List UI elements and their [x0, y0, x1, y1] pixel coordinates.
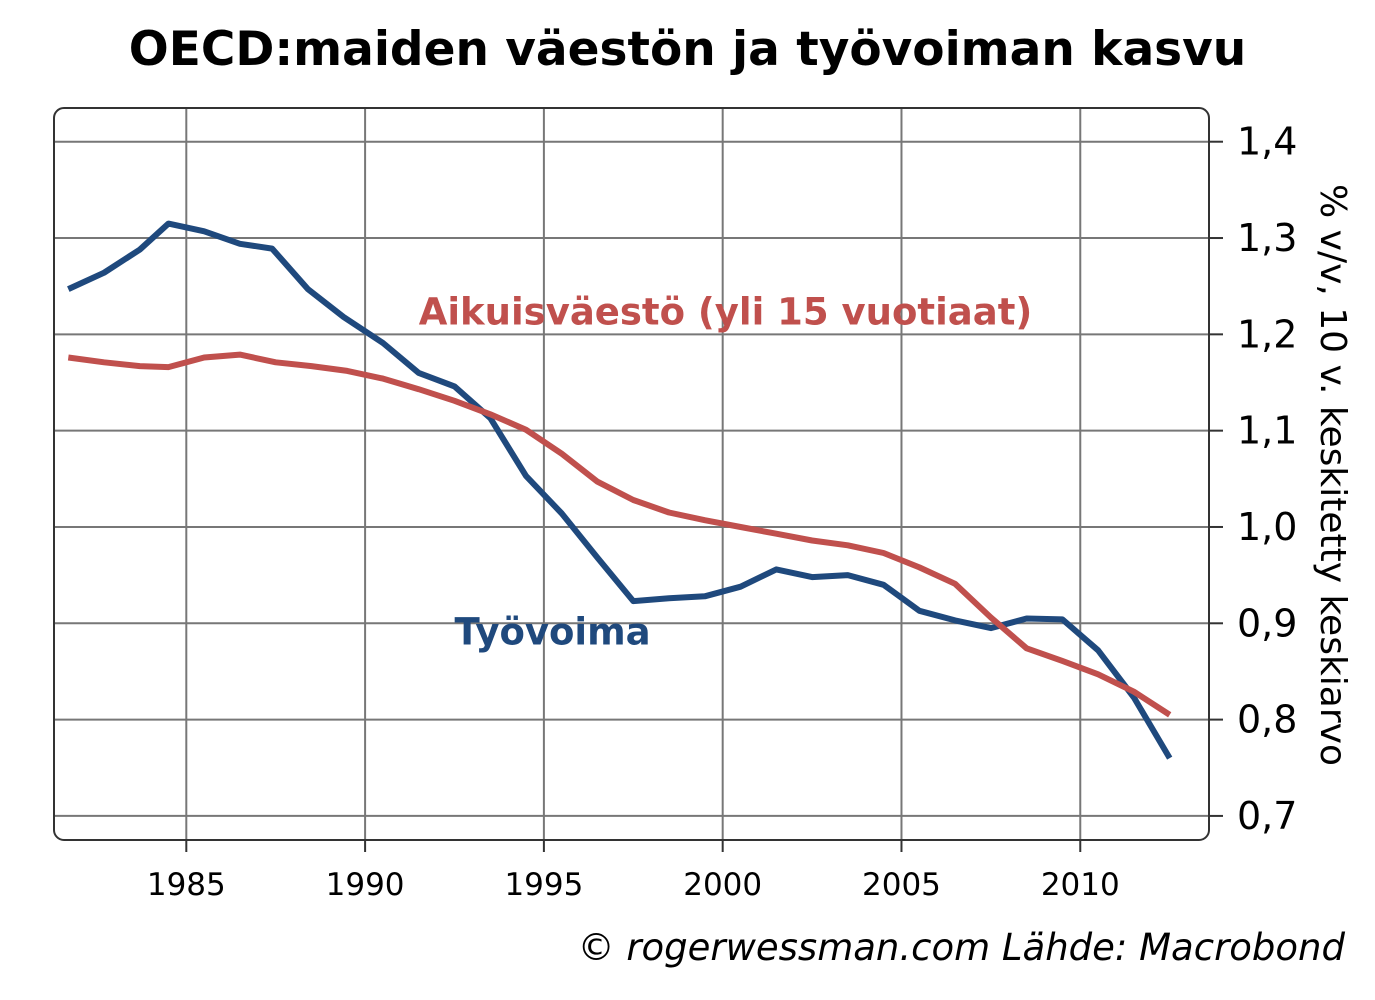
x-tick-label-1990: 1990	[326, 867, 405, 903]
tick-labels: 1985 1990 1995 2000 2005 2010 0,7 0,8 0,9 1,0 1,1 1…	[147, 120, 1298, 903]
series-lines	[67, 220, 1173, 760]
y-tick-label-0,8: 0,8	[1237, 698, 1297, 742]
x-tick-label-1995: 1995	[504, 867, 583, 903]
y-axis-label: % v/v, 10 v. keskitetty keskiarvo	[1312, 184, 1353, 766]
series-label-tyovoima: Työvoima	[454, 610, 650, 653]
x-tick-label-2000: 2000	[683, 867, 762, 903]
chart-title: OECD:maiden väestön ja työvoiman kasvu	[128, 22, 1247, 77]
y-tick-label-1,3: 1,3	[1237, 216, 1297, 260]
source-note: © rogerwessman.com Lähde: Macrobond	[577, 926, 1345, 969]
x-tick-label-2010: 2010	[1041, 867, 1120, 903]
y-tick-label-0,7: 0,7	[1237, 794, 1297, 838]
y-tick-label-1,4: 1,4	[1237, 120, 1297, 164]
grid	[54, 108, 1209, 840]
y-tick-label-1,0: 1,0	[1237, 505, 1297, 549]
series-line-tyovoima	[67, 220, 1173, 760]
y-tick-label-1,1: 1,1	[1237, 409, 1297, 453]
x-tick-label-1985: 1985	[147, 867, 226, 903]
y-tick-label-1,2: 1,2	[1237, 312, 1297, 356]
series-line-aikuisvaesto	[67, 351, 1172, 718]
series-label-aikuisvaesto: Aikuisväestö (yli 15 vuotiaat)	[419, 291, 1033, 334]
y-tick-label-0,9: 0,9	[1237, 601, 1297, 645]
x-tick-label-2005: 2005	[862, 867, 941, 903]
plot-frame	[53, 107, 1210, 841]
y-axis-ticks	[185, 140, 1223, 852]
